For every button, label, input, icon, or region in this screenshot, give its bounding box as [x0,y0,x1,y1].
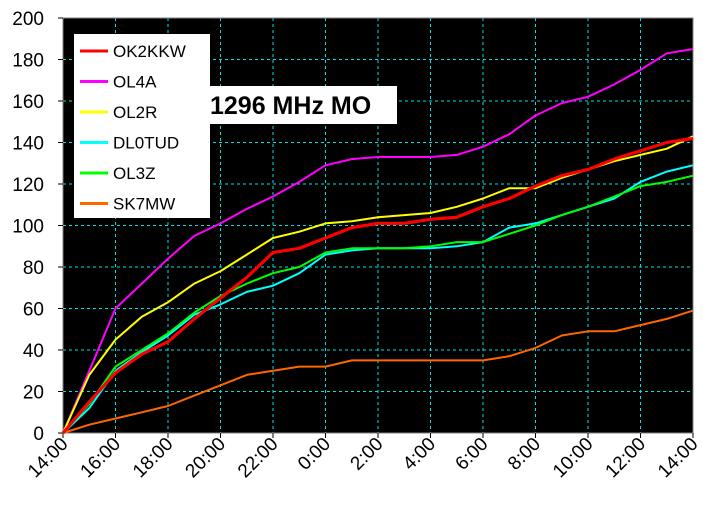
y-axis-ticks: 0 20 40 60 80 100 120 140 160 180 200 [12,9,63,445]
series-line-ol3z [62,174,694,434]
y-tick-label: 120 [12,175,44,196]
x-tick-label: 14:00 [24,434,72,482]
y-tick-label: 60 [23,300,44,321]
y-tick-label: 20 [23,383,44,404]
legend-label-dl0tud: DL0TUD [113,134,179,153]
series-line-sk7mw [62,309,694,434]
x-tick-label: 6:00 [452,434,493,475]
y-tick-label: 140 [12,134,44,155]
x-tick-label: 2:00 [347,434,388,475]
legend-label-sk7mw: SK7MW [113,195,175,214]
x-tick-label: 8:00 [504,434,545,475]
legend-label-ol3z: OL3Z [113,164,156,183]
y-tick-label: 0 [33,424,44,445]
x-tick-label: 16:00 [77,434,125,482]
x-axis-ticks: 14:00 16:00 18:00 20:00 22:00 0:00 2:00 4:00 6:0… [24,433,703,482]
y-tick-label: 200 [12,9,44,30]
x-tick-label: 22:00 [234,434,282,482]
x-tick-label: 12:00 [602,434,650,482]
x-tick-label: 10:00 [549,434,597,482]
x-tick-label: 4:00 [399,434,440,475]
x-tick-label: 18:00 [129,434,177,482]
x-tick-label: 0:00 [294,434,335,475]
y-tick-label: 180 [12,51,44,72]
legend-label-ol4a: OL4A [113,73,157,92]
series-line-ol4a [62,48,694,434]
series-line-ok2kkw-overlay [61,136,694,434]
y-tick-label: 80 [23,258,44,279]
legend: OK2KKW OL4A OL2R DL0TUD OL3Z SK7MW [74,34,210,218]
x-tick-label: 14:00 [654,434,702,482]
series-lines [61,48,694,434]
chart-title-box: 1296 MHz MO [205,86,397,124]
y-tick-label: 160 [12,92,44,113]
legend-label-ol2r: OL2R [113,103,157,122]
legend-label-ok2kkw: OK2KKW [113,42,186,61]
y-tick-label: 40 [23,341,44,362]
x-tick-label: 20:00 [182,434,230,482]
chart-title: 1296 MHz MO [210,92,371,120]
y-tick-label: 100 [12,217,44,238]
